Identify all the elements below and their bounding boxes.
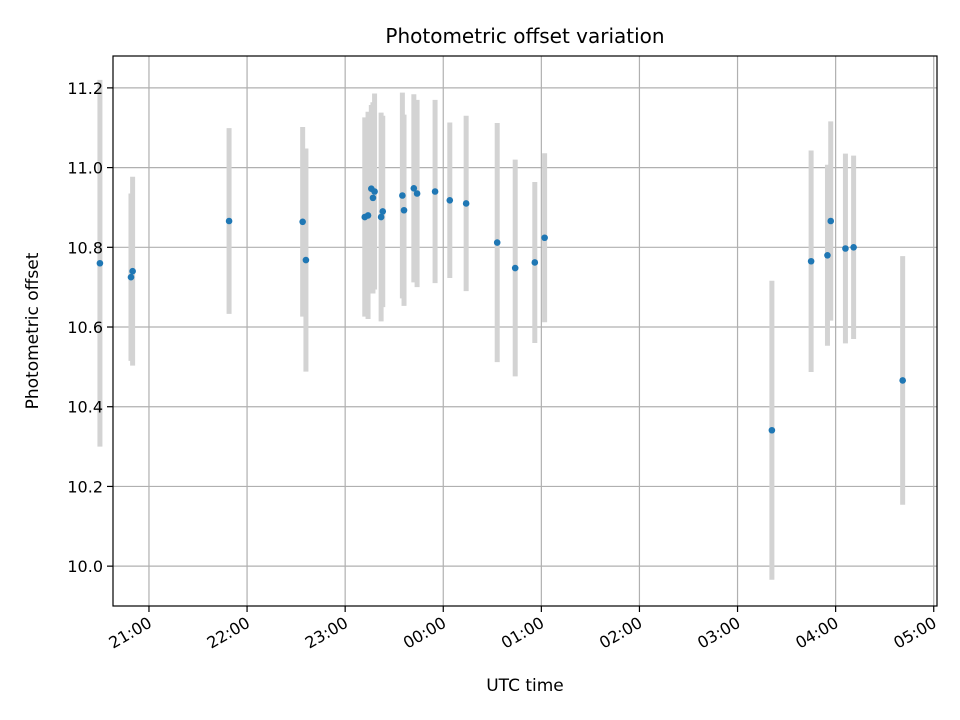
data-point [446, 196, 454, 204]
x-tick-label: 23:00 [302, 613, 351, 653]
y-tick-label: 10.2 [67, 477, 103, 496]
y-tick-label: 10.0 [67, 557, 103, 576]
data-point [127, 273, 135, 281]
data-point [302, 256, 310, 264]
data-point [899, 377, 906, 384]
data-point [377, 213, 385, 221]
data-point [541, 234, 548, 242]
data-point [400, 206, 408, 214]
grid-lines [113, 56, 937, 606]
data-point [413, 190, 421, 197]
data-point [299, 218, 306, 226]
data-point [531, 259, 539, 266]
x-tick-label: 22:00 [204, 613, 253, 653]
plot-frame [112, 55, 938, 607]
y-tick-label: 10.8 [67, 238, 103, 257]
data-point [807, 257, 815, 265]
x-tick-label: 00:00 [400, 613, 449, 653]
data-point [842, 245, 849, 252]
data-point [850, 244, 857, 251]
data-points [96, 185, 906, 434]
data-point [493, 239, 501, 246]
data-point [768, 426, 776, 434]
data-point [371, 188, 378, 195]
data-point [225, 217, 233, 225]
y-tick-label: 11.2 [67, 79, 103, 98]
data-point [96, 259, 104, 267]
data-point [462, 200, 470, 207]
chart-title: Photometric offset variation [385, 24, 664, 48]
data-point [399, 192, 406, 199]
y-tick-label: 10.4 [67, 398, 103, 417]
data-point [379, 208, 387, 215]
y-axis-label: Photometric offset [23, 252, 43, 409]
x-tick-label: 01:00 [498, 613, 547, 653]
x-tick-label: 04:00 [792, 613, 841, 653]
x-tick-label: 02:00 [596, 613, 645, 653]
x-tick-label: 21:00 [106, 613, 155, 653]
data-point [369, 194, 377, 202]
data-point [824, 251, 831, 259]
data-point [129, 267, 136, 275]
data-point [364, 212, 372, 219]
y-tick-label: 11.0 [67, 159, 103, 178]
x-axis-label: UTC time [486, 676, 564, 696]
error-bars [97, 79, 906, 580]
x-tick-label: 03:00 [694, 613, 743, 653]
y-tick-label: 10.6 [67, 318, 103, 337]
x-tick-label: 05:00 [890, 613, 939, 653]
data-point [431, 188, 439, 195]
data-point [410, 185, 418, 192]
data-point [827, 217, 835, 225]
data-point [511, 264, 519, 272]
